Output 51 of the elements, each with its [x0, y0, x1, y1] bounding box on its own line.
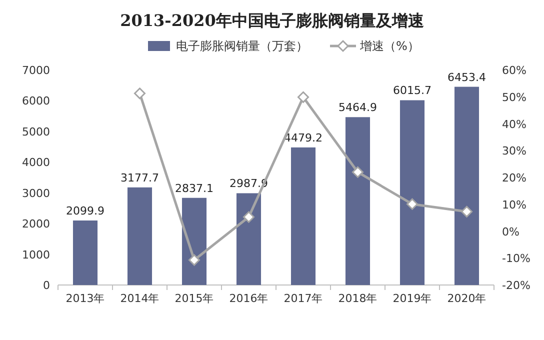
- y2-tick-label: -20%: [502, 279, 530, 292]
- y-tick-label: 5000: [22, 125, 50, 138]
- y-tick-label: 0: [43, 279, 50, 292]
- point: [188, 254, 200, 266]
- y2-tick-label: 50%: [502, 90, 526, 104]
- y-tick-label: 4000: [22, 156, 50, 170]
- legend-label: 增速（%）: [359, 39, 420, 53]
- data-label: 2099.9: [66, 204, 104, 218]
- bar: [290, 147, 316, 285]
- y2-tick-label: -10%: [502, 252, 530, 266]
- y-tick-label: 2000: [22, 218, 50, 231]
- point: [461, 206, 472, 218]
- point: [298, 91, 309, 103]
- data-label: 5464.9: [338, 101, 377, 114]
- x-tick-label: 2018年: [338, 292, 378, 305]
- bar: [182, 198, 207, 285]
- bar: [400, 100, 425, 285]
- point: [406, 198, 418, 210]
- data-label: 4479.2: [284, 131, 322, 144]
- y2-tick-label: 10%: [502, 198, 526, 212]
- data-label: 6453.4: [448, 70, 486, 84]
- bar: [454, 86, 480, 285]
- y2-tick-label: 20%: [502, 172, 526, 184]
- y-tick-label: 7000: [22, 64, 50, 77]
- data-label: 3177.7: [120, 171, 159, 184]
- point: [352, 166, 364, 178]
- y2-tick-label: 60%: [502, 64, 526, 77]
- bar: [127, 187, 152, 285]
- bar: [72, 220, 98, 285]
- data-label: 2837.1: [175, 182, 214, 195]
- y-tick-label: 1000: [22, 248, 50, 262]
- y-tick-label: 6000: [22, 94, 50, 108]
- bar: [236, 193, 262, 285]
- y2-tick-label: 30%: [502, 144, 526, 158]
- x-tick-label: 2014年: [120, 292, 160, 305]
- y2-tick-label: 40%: [502, 118, 526, 131]
- y-tick-label: 3000: [22, 186, 50, 200]
- legend-label: 电子膨胀阀销量（万套）: [176, 39, 308, 53]
- y2-tick-label: 0%: [502, 225, 520, 238]
- x-tick-label: 2013年: [66, 292, 105, 305]
- data-label: 2987.9: [230, 177, 268, 190]
- point: [243, 211, 254, 223]
- chart-title: 2013-2020年中国电子膨胀阀销量及增速: [120, 11, 425, 30]
- point: [134, 88, 146, 100]
- x-tick-label: 2017年: [284, 292, 323, 305]
- x-tick-label: 2016年: [229, 292, 268, 305]
- bar: [345, 117, 370, 285]
- x-tick-label: 2020年: [447, 292, 486, 305]
- x-tick-label: 2015年: [174, 292, 214, 305]
- data-label: 6015.7: [393, 84, 432, 98]
- x-tick-label: 2019年: [392, 292, 432, 305]
